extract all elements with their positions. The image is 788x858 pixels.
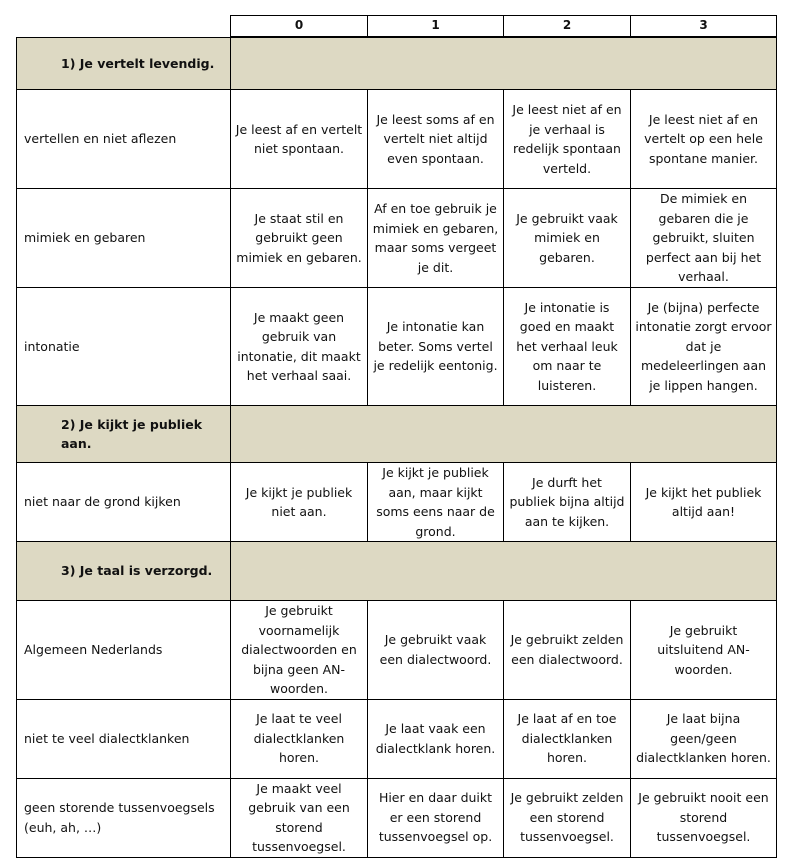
level-2-header: 2	[503, 15, 631, 37]
level-3-header: 3	[630, 15, 777, 37]
criterion-label: intonatie	[16, 287, 231, 406]
criterion-label: vertellen en niet aflezen	[16, 89, 231, 189]
criterion-row: vertellen en niet aflezen Je leest af en …	[16, 89, 777, 189]
level-1-description: Af en toe gebruik je mimiek en gebaren, …	[367, 188, 504, 288]
criterion-row: mimiek en gebaren Je staat stil en gebrui…	[16, 188, 777, 288]
level-0-header: 0	[230, 15, 368, 37]
section-header-row: 1) Je vertelt levendig.	[16, 37, 777, 90]
level-2-description: Je leest niet af en je verhaal is redeli…	[503, 89, 631, 189]
level-2-description: Je durft het publiek bijna altijd aan te…	[503, 462, 631, 542]
level-0-description: Je gebruikt voornamelijk dialectwoorden …	[230, 600, 368, 700]
criterion-row: intonatie Je maakt geen gebruik van inton…	[16, 287, 777, 406]
level-0-description: Je leest af en vertelt niet spontaan.	[230, 89, 368, 189]
criterion-row: Algemeen Nederlands Je gebruikt voornamel…	[16, 600, 777, 700]
section-header-row: 2) Je kijkt je publiek aan.	[16, 405, 777, 463]
criterion-row: niet naar de grond kijken Je kijkt je pub…	[16, 462, 777, 542]
level-2-description: Je laat af en toe dialectklanken horen.	[503, 698, 631, 779]
criterion-label: niet te veel dialectklanken	[16, 698, 231, 779]
criterion-label: geen storende tussenvoegsels (euh, ah, ……	[16, 777, 231, 858]
level-3-description: Je (bijna) perfecte intonatie zorgt ervo…	[630, 287, 777, 406]
level-3-description: Je gebruikt uitsluitend AN-woorden.	[630, 600, 777, 700]
level-1-description: Je intonatie kan beter. Soms vertel je r…	[367, 287, 504, 406]
section-fill	[230, 37, 777, 90]
criterion-row: geen storende tussenvoegsels (euh, ah, ……	[16, 777, 777, 858]
level-2-description: Je gebruikt vaak mimiek en gebaren.	[503, 188, 631, 288]
level-1-description: Hier en daar duikt er een storend tussen…	[367, 777, 504, 858]
level-1-header: 1	[367, 15, 504, 37]
level-3-description: Je gebruikt nooit een storend tussenvoeg…	[630, 777, 777, 858]
criterion-label: Algemeen Nederlands	[16, 600, 231, 700]
level-0-description: Je maakt veel gebruik van een storend tu…	[230, 777, 368, 858]
section-title: 3) Je taal is verzorgd.	[16, 541, 231, 601]
criterion-label: niet naar de grond kijken	[16, 462, 231, 542]
level-0-description: Je staat stil en gebruikt geen mimiek en…	[230, 188, 368, 288]
section-fill	[230, 405, 777, 463]
level-1-description: Je leest soms af en vertelt niet altijd …	[367, 89, 504, 189]
section-title: 1) Je vertelt levendig.	[16, 37, 231, 90]
criterion-label: mimiek en gebaren	[16, 188, 231, 288]
level-3-description: Je kijkt het publiek altijd aan!	[630, 462, 777, 542]
criterion-row: niet te veel dialectklanken Je laat te ve…	[16, 698, 777, 779]
section-header-row: 3) Je taal is verzorgd.	[16, 541, 777, 601]
level-0-description: Je maakt geen gebruik van intonatie, dit…	[230, 287, 368, 406]
level-3-description: Je leest niet af en vertelt op een hele …	[630, 89, 777, 189]
level-1-description: Je laat vaak een dialectklank horen.	[367, 698, 504, 779]
section-title: 2) Je kijkt je publiek aan.	[16, 405, 231, 463]
rubric-table: 1) Je vertelt levendig. vertellen en niet…	[16, 37, 777, 858]
level-1-description: Je gebruikt vaak een dialectwoord.	[367, 600, 504, 700]
section-fill	[230, 541, 777, 601]
level-1-description: Je kijkt je publiek aan, maar kijkt soms…	[367, 462, 504, 542]
level-header: 0 1 2 3	[230, 15, 777, 37]
level-2-description: Je intonatie is goed en maakt het verhaa…	[503, 287, 631, 406]
level-0-description: Je laat te veel dialectklanken horen.	[230, 698, 368, 779]
level-0-description: Je kijkt je publiek niet aan.	[230, 462, 368, 542]
level-2-description: Je gebruikt zelden een dialectwoord.	[503, 600, 631, 700]
level-2-description: Je gebruikt zelden een storend tussenvoe…	[503, 777, 631, 858]
level-3-description: De mimiek en gebaren die je gebruikt, sl…	[630, 188, 777, 288]
level-3-description: Je laat bijna geen/geen dialectklanken h…	[630, 698, 777, 779]
